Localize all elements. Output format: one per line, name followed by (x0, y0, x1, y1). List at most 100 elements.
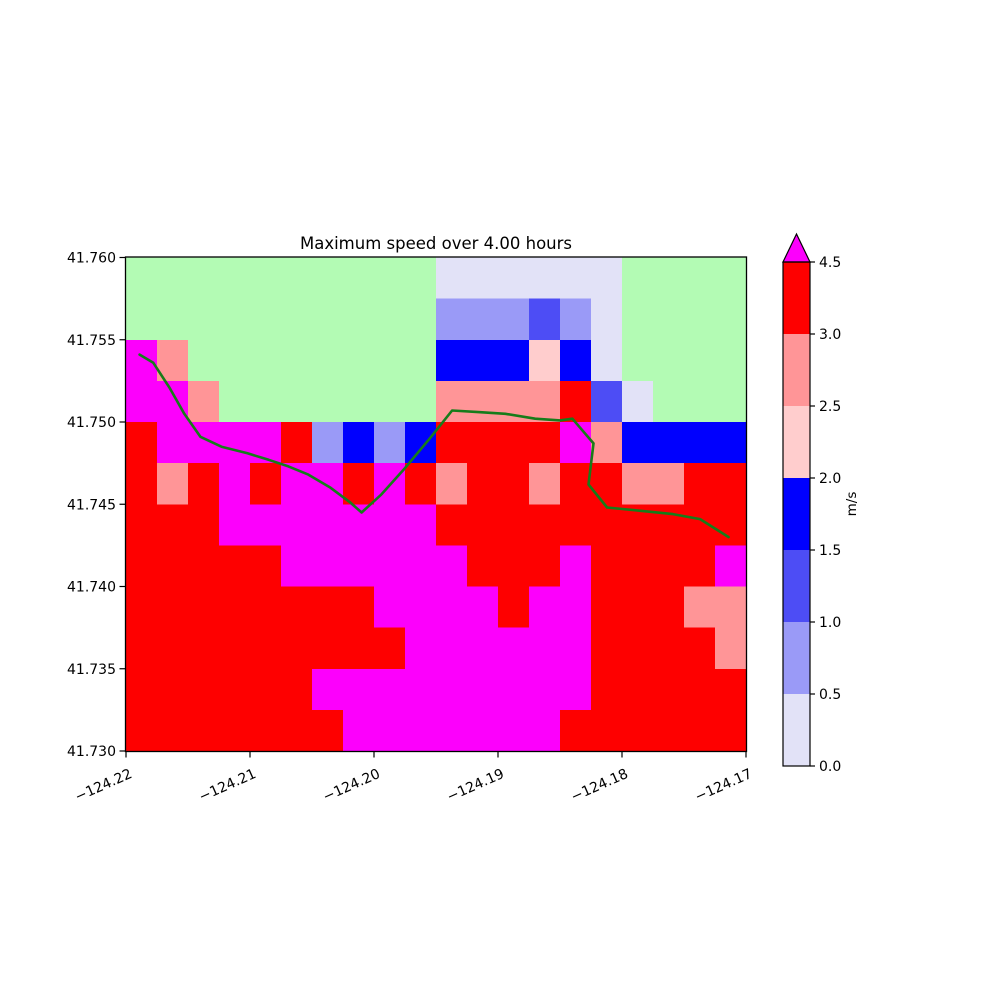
plot-border (124, 256, 748, 753)
heatmap-cell (653, 668, 684, 710)
heatmap-cell (715, 545, 746, 587)
heatmap-cell (343, 627, 374, 669)
heatmap-cell (157, 668, 188, 710)
heatmap-cell (529, 380, 560, 423)
heatmap-cell (312, 463, 343, 505)
heatmap-cell (684, 668, 715, 710)
heatmap-cell (622, 380, 653, 423)
heatmap-cell (281, 504, 312, 546)
heatmap-cell (157, 504, 188, 546)
heatmap-cell (653, 545, 684, 587)
heatmap-cell (312, 504, 343, 546)
heatmap-cell (591, 422, 622, 464)
heatmap-cell (436, 339, 467, 381)
track-line (138, 353, 730, 539)
colorbar-band (783, 622, 810, 694)
heatmap-cell (498, 627, 529, 669)
heatmap-cells (126, 257, 746, 752)
colorbar-tick-label: 0.5 (819, 687, 841, 703)
heatmap-cell (374, 709, 405, 752)
heatmap-cell (498, 463, 529, 505)
heatmap-cell (436, 380, 467, 423)
heatmap-cell (622, 422, 653, 464)
heatmap-cell (405, 504, 436, 546)
heatmap-cell (405, 545, 436, 587)
heatmap-cell (622, 709, 653, 752)
heatmap-cell (498, 668, 529, 710)
heatmap-cell (436, 709, 467, 752)
heatmap-cell (157, 586, 188, 628)
heatmap-cell (591, 668, 622, 710)
heatmap-cell (622, 586, 653, 628)
heatmap-cell (343, 709, 374, 752)
heatmap-cell (250, 668, 281, 710)
heatmap-cell (591, 298, 622, 340)
heatmap-cell (653, 463, 684, 505)
heatmap-cell (715, 463, 746, 505)
heatmap-cell (560, 339, 591, 381)
heatmap-cell (529, 298, 560, 340)
colorbar-outline (782, 261, 811, 767)
heatmap-cell (529, 627, 560, 669)
colorbar-band (783, 694, 810, 766)
heatmap-cell (684, 545, 715, 587)
heatmap-cell (250, 586, 281, 628)
heatmap-cell (250, 709, 281, 752)
heatmap-cell (219, 422, 250, 464)
heatmap-cell (529, 504, 560, 546)
heatmap-cell (560, 380, 591, 423)
heatmap-cell (281, 709, 312, 752)
heatmap-cell (219, 586, 250, 628)
heatmap-cell (126, 545, 157, 587)
heatmap-cell (312, 586, 343, 628)
heatmap-cell (374, 668, 405, 710)
heatmap-cell (188, 627, 219, 669)
heatmap-cell (312, 545, 343, 587)
heatmap-cell (529, 257, 560, 299)
colorbar-band (783, 262, 810, 334)
heatmap-cell (498, 422, 529, 464)
heatmap-cell (250, 463, 281, 505)
y-axis: 41.730 41.735 41.740 41.745 41.750 41.755 41.7… (67, 251, 126, 760)
heatmap-cell (591, 586, 622, 628)
heatmap-cell (126, 586, 157, 628)
heatmap-cell (405, 668, 436, 710)
heatmap-cell (436, 463, 467, 505)
heatmap-cell (374, 627, 405, 669)
heatmap-cell (560, 627, 591, 669)
heatmap-cell (653, 586, 684, 628)
heatmap-cell (219, 504, 250, 546)
heatmap-cell (715, 586, 746, 628)
colorbar-tick-label: 1.0 (819, 615, 841, 631)
heatmap-cell (591, 545, 622, 587)
heatmap-cell (684, 422, 715, 464)
heatmap-cell (188, 380, 219, 423)
heatmap-cell (467, 339, 498, 381)
heatmap-cell (591, 380, 622, 423)
heatmap-cell (560, 709, 591, 752)
heatmap-cell (374, 586, 405, 628)
heatmap-cell (436, 668, 467, 710)
y-tick-label: 41.740 (67, 580, 116, 596)
heatmap-cell (436, 545, 467, 587)
heatmap-cell (126, 380, 157, 423)
colorbar-unit-label: m/s (844, 492, 860, 517)
heatmap-cell (126, 463, 157, 505)
heatmap-cell (436, 504, 467, 546)
heatmap-cell (312, 668, 343, 710)
heatmap-cell (188, 586, 219, 628)
heatmap-cell (467, 627, 498, 669)
heatmap-cell (467, 463, 498, 505)
heatmap-cell (591, 257, 622, 299)
heatmap-cell (157, 380, 188, 423)
heatmap-cell (157, 463, 188, 505)
heatmap-cell (157, 545, 188, 587)
heatmap-cell (529, 709, 560, 752)
heatmap-cell (405, 422, 436, 464)
colorbar-tick-label: 2.0 (819, 471, 841, 487)
heatmap-cell (591, 463, 622, 505)
heatmap-cell (281, 586, 312, 628)
heatmap-cell (498, 586, 529, 628)
heatmap-cell (219, 709, 250, 752)
